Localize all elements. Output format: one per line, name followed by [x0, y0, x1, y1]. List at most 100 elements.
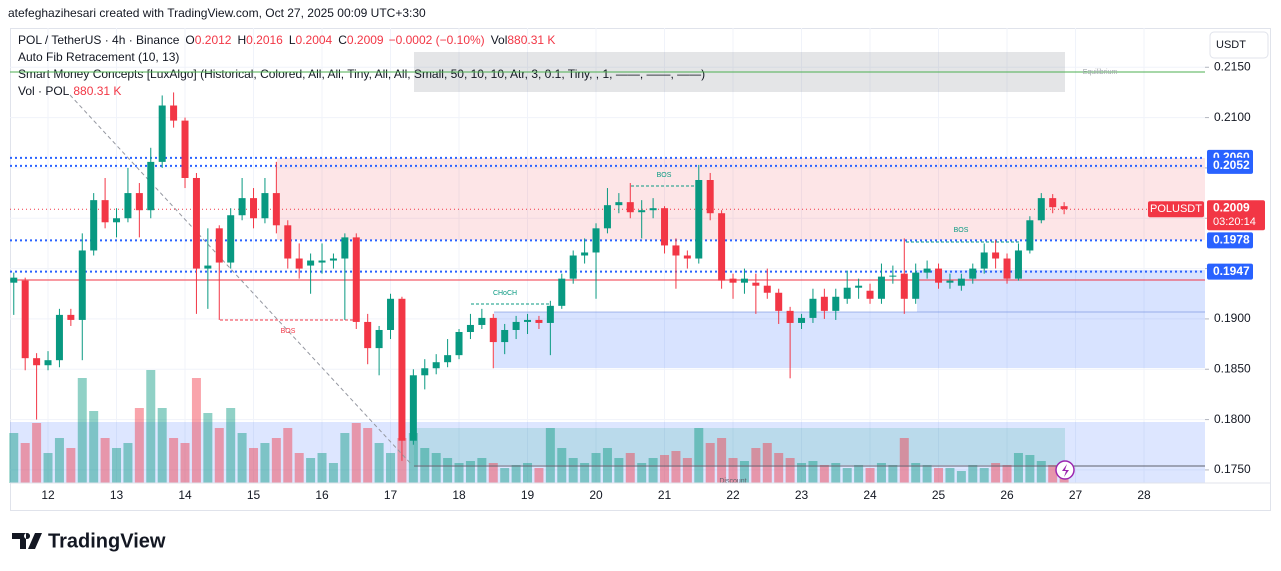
x-tick-label: 13	[110, 488, 124, 502]
volume-bar	[580, 463, 590, 483]
premium-zone	[277, 158, 1205, 240]
volume-bar	[876, 463, 886, 483]
candle-body	[649, 208, 657, 211]
volume-bar	[660, 455, 670, 483]
volume-bar	[20, 443, 30, 483]
volume-bar	[682, 458, 692, 483]
y-tick-label: 0.1750	[1214, 462, 1251, 476]
candle-body	[215, 228, 223, 263]
x-tick-label: 25	[932, 488, 946, 502]
currency: USDT	[1216, 39, 1246, 51]
demand-zone	[917, 270, 1205, 312]
candle-body	[1003, 258, 1011, 279]
volume-bar	[545, 428, 555, 483]
candle-body	[775, 292, 783, 311]
candle-body	[307, 260, 315, 266]
y-tick-label: 0.1850	[1214, 361, 1251, 375]
candle-body	[44, 360, 52, 366]
candle-body	[683, 255, 691, 259]
legend-text: Vol · POL	[18, 84, 70, 98]
candle-body	[204, 265, 212, 269]
volume-bar	[625, 453, 635, 483]
volume-bar	[340, 433, 350, 483]
volume-bar	[294, 453, 304, 483]
candle-body	[1037, 198, 1045, 221]
legend-text: 0.2004	[296, 33, 333, 47]
y-tick-label: 0.1900	[1214, 311, 1251, 325]
volume-bar	[968, 465, 978, 483]
volume-bar	[351, 423, 361, 483]
volume-bar	[363, 428, 373, 483]
legend-text: 0.2016	[246, 33, 283, 47]
x-tick-label: 27	[1069, 488, 1083, 502]
volume-bar	[797, 463, 807, 483]
volume-bar	[705, 443, 715, 483]
candle-body	[923, 268, 931, 273]
volume-bar	[488, 463, 498, 483]
candle-body	[124, 193, 132, 219]
candle-body	[21, 280, 29, 359]
candle-body	[398, 298, 406, 441]
legend-text: O	[185, 33, 194, 47]
candle-body	[238, 198, 246, 216]
volume-bar	[568, 458, 578, 483]
candle-body	[763, 285, 771, 293]
candle-body	[387, 298, 395, 330]
legend: POL / TetherUS · 4h · Binance O0.2012 H0.2…	[18, 33, 705, 98]
candle-body	[1060, 206, 1068, 210]
candle-body	[718, 213, 726, 281]
volume-bar	[717, 438, 727, 483]
volume-bar	[386, 453, 396, 483]
x-tick-label: 19	[521, 488, 535, 502]
level-label: 0.1978	[1213, 233, 1250, 247]
candle-body	[843, 287, 851, 299]
candle-body	[135, 193, 143, 211]
legend-text: H	[237, 33, 246, 47]
plot: Equilibrium BOS BOS BOS CHoCH Discount USDT 0.1…	[9, 29, 1270, 510]
candle-body	[729, 278, 737, 283]
annotation: Equilibrium	[1083, 69, 1118, 76]
volume-bar	[819, 465, 829, 483]
annotation: BOS	[281, 328, 296, 335]
candle-body	[364, 321, 372, 349]
candle-body	[147, 161, 155, 211]
legend-text: 0.2012	[195, 33, 232, 47]
volume-bar	[1002, 465, 1012, 483]
candle-body	[535, 319, 543, 323]
candle-body	[900, 273, 908, 299]
legend-text: 880.31 K	[73, 84, 121, 98]
volume-bar	[260, 443, 270, 483]
volume-bar	[283, 428, 293, 483]
candle-body	[261, 193, 269, 219]
legend-text: Smart Money Concepts [LuxAlgo] (Historic…	[18, 67, 705, 81]
symbol-label: POLUSDT	[1150, 203, 1202, 215]
candle-body	[227, 215, 235, 263]
candle-body	[101, 200, 109, 223]
volume-bar	[191, 378, 201, 483]
annotation: BOS	[954, 227, 969, 234]
legend-text: −0.0002 (−0.10%)	[389, 33, 485, 47]
candle-body	[113, 218, 121, 223]
alert-icon	[1062, 464, 1069, 477]
volume-bar	[728, 458, 738, 483]
volume-bar	[865, 468, 875, 483]
discount-zone	[414, 428, 1065, 465]
candle-body	[466, 324, 474, 333]
volume-bar	[203, 413, 213, 483]
legend-text: C	[338, 33, 347, 47]
candle-body	[752, 282, 760, 286]
candle-body	[409, 375, 417, 441]
candle-body	[672, 245, 680, 256]
volume-bar	[54, 438, 64, 483]
candle-body	[638, 210, 646, 213]
brand-name: TradingView	[48, 530, 166, 552]
level-badge	[1207, 157, 1253, 174]
volume-bar	[271, 438, 281, 483]
volume-bar	[591, 453, 601, 483]
volume-bar	[157, 408, 167, 483]
candle-body	[33, 358, 41, 366]
level-label: 0.1947	[1213, 264, 1250, 278]
volume-bar	[1025, 455, 1035, 483]
volume-bar	[465, 461, 475, 483]
price-label: 0.2009	[1213, 200, 1250, 214]
